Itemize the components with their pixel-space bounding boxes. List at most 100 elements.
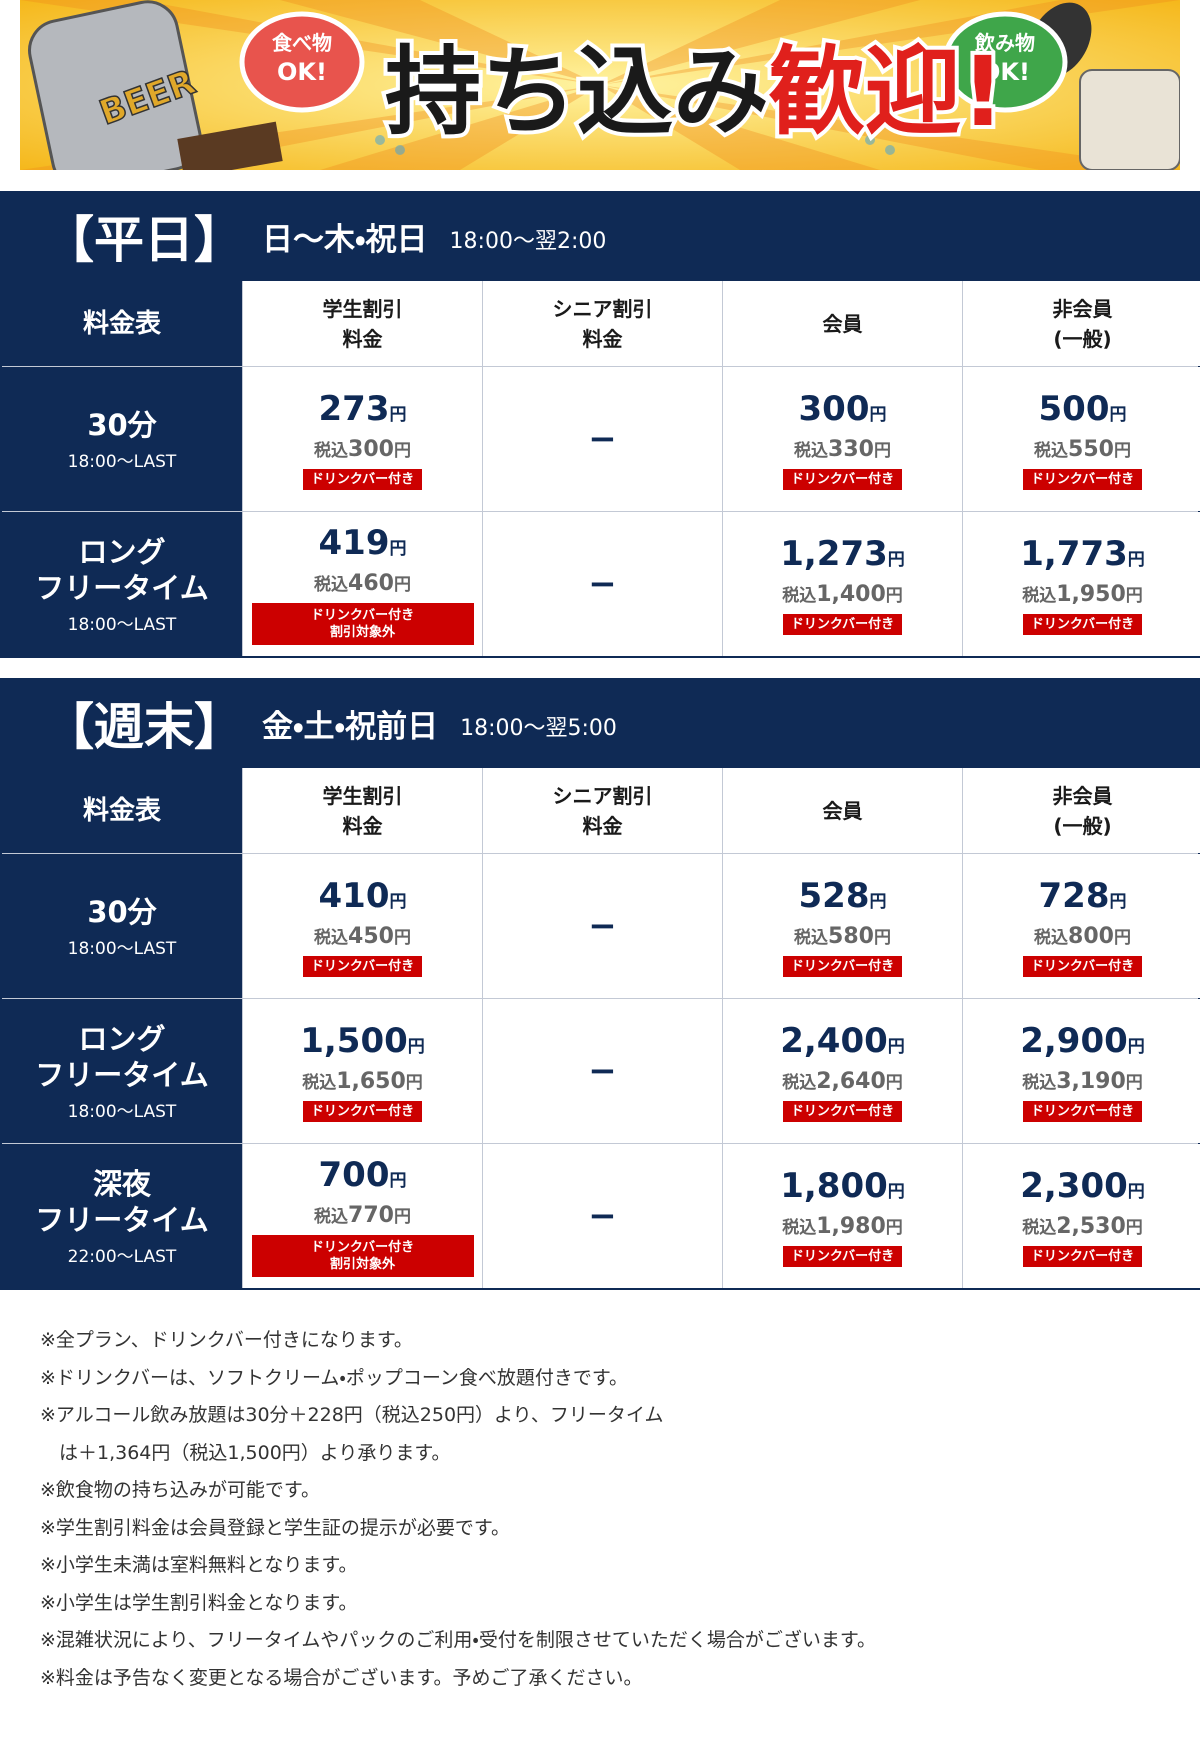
tax-price: 税込2,530円 — [1022, 1213, 1143, 1239]
dash: − — [588, 906, 617, 946]
section-label: 【週末】 — [44, 698, 244, 756]
tax-price: 税込1,400円 — [782, 581, 903, 607]
price-table: 料金表 学生割引 料金 シニア割引 料金 会員 非会員 (一般) 30分 18:00〜LAS… — [0, 768, 1200, 1290]
price: 2,400円 — [780, 1020, 905, 1061]
column-header: シニア割引 料金 — [483, 768, 722, 853]
drink-bar-badge: ドリンクバー付き 割引対象外 — [251, 1235, 474, 1277]
dash: − — [588, 419, 617, 459]
price: 500円 — [1038, 388, 1127, 429]
tax-price: 税込460円 — [314, 571, 411, 596]
price-cell: 300円税込330円ドリンクバー付き — [723, 367, 962, 511]
column-header: 料金表 — [2, 768, 242, 853]
note-line: ※ドリンクバーは、ソフトクリーム・ポップコーン食べ放題付きです。 — [40, 1366, 629, 1389]
drink-bar-badge: ドリンクバー付き — [302, 955, 423, 977]
tax-price: 税込3,190円 — [1022, 1068, 1143, 1094]
notes: ※全プラン、ドリンクバー付きになります。 ※ドリンクバーは、ソフトクリーム・ポップ… — [40, 1322, 876, 1697]
banner: BEER 食べ物 OK! 飲み物 OK! 持ち込み歓迎! — [20, 0, 1180, 170]
banner-title: 持ち込み歓迎! — [385, 36, 1005, 148]
drink-bar-badge: ドリンクバー付き — [1022, 1100, 1143, 1122]
row-name: 30分 — [87, 407, 157, 442]
drink-bar-badge: ドリンクバー付き — [302, 468, 423, 490]
price: 528円 — [798, 875, 887, 916]
section-header: 【平日】 日〜木・祝日 18:00〜翌2:00 — [0, 191, 1200, 281]
row-header: ロング フリータイム 18:00〜LAST — [2, 512, 242, 656]
price-cell: 700円税込770円ドリンクバー付き 割引対象外 — [243, 1144, 482, 1288]
drink-bar-badge: ドリンクバー付き — [1022, 955, 1143, 977]
price-section: 【平日】 日〜木・祝日 18:00〜翌2:00 料金表 学生割引 料金 シニア割引 料金会… — [0, 191, 1200, 658]
badge-text: OK! — [980, 58, 1030, 86]
price: 1,773円 — [1020, 533, 1145, 574]
section-hours: 18:00〜翌5:00 — [460, 716, 617, 741]
price-cell: − — [483, 512, 722, 656]
column-header: 非会員 (一般) — [963, 281, 1200, 366]
column-header: 非会員 (一般) — [963, 768, 1200, 853]
section-hours: 18:00〜翌2:00 — [449, 229, 607, 254]
row-time: 22:00〜LAST — [67, 1246, 177, 1267]
drink-bar-badge: ドリンクバー付き — [782, 613, 903, 635]
row-name: 深夜 フリータイム — [35, 1166, 209, 1237]
note-line: ※小学生は学生割引料金となります。 — [40, 1591, 358, 1614]
price-cell: 2,900円税込3,190円ドリンクバー付き — [963, 999, 1200, 1143]
note-line: ※全プラン、ドリンクバー付きになります。 — [40, 1329, 413, 1351]
drink-bar-badge: ドリンクバー付き — [782, 1245, 903, 1267]
row-name: ロング フリータイム — [35, 1021, 209, 1092]
dash: − — [588, 1051, 617, 1091]
banner-title-black: 持ち込み — [385, 36, 769, 148]
price: 300円 — [798, 388, 887, 429]
badge-text: OK! — [277, 58, 327, 86]
price-cell: 2,400円税込2,640円ドリンクバー付き — [723, 999, 962, 1143]
row-time: 18:00〜LAST — [67, 1101, 177, 1122]
drink-bar-badge: ドリンクバー付き — [782, 468, 903, 490]
note-line: ※学生割引料金は会員登録と学生証の提示が必要です。 — [40, 1516, 511, 1539]
drink-bar-badge: ドリンクバー付き 割引対象外 — [251, 603, 474, 645]
price-cell: 273円税込300円ドリンクバー付き — [243, 367, 482, 511]
price: 1,500円 — [300, 1020, 425, 1061]
tax-price: 税込800円 — [1034, 923, 1131, 949]
tax-price: 税込2,640円 — [782, 1068, 903, 1094]
price-cell: − — [483, 854, 722, 998]
column-header: 学生割引 料金 — [243, 281, 482, 366]
tax-price: 税込1,980円 — [782, 1213, 903, 1239]
drink-bar-badge: ドリンクバー付き — [782, 1100, 903, 1122]
row-time: 18:00〜LAST — [67, 614, 177, 635]
price-cell: 1,273円税込1,400円ドリンクバー付き — [723, 512, 962, 656]
tax-price: 税込300円 — [314, 436, 411, 462]
price: 2,900円 — [1020, 1020, 1145, 1061]
section-days: 金・土・祝前日 — [262, 708, 439, 745]
dash: − — [588, 564, 617, 604]
note-line: ※アルコール飲み放題は30分＋228円（税込250円）より、フリータイム は＋1… — [40, 1404, 664, 1464]
tax-price: 税込330円 — [794, 436, 891, 462]
row-name: 30分 — [87, 894, 157, 929]
drink-bar-badge: ドリンクバー付き — [1022, 1245, 1143, 1267]
price-cell: − — [483, 999, 722, 1143]
price-cell: 1,500円税込1,650円ドリンクバー付き — [243, 999, 482, 1143]
row-header: 30分 18:00〜LAST — [2, 367, 242, 511]
price: 1,273円 — [780, 533, 905, 574]
price-section: 【週末】 金・土・祝前日 18:00〜翌5:00 料金表 学生割引 料金 シニア割引 料金… — [0, 678, 1200, 1290]
price-table: 料金表 学生割引 料金 シニア割引 料金 会員 非会員 (一般) 30分 18:00〜LAS… — [0, 281, 1200, 658]
note-line: ※小学生未満は室料無料となります。 — [40, 1554, 358, 1576]
price: 700円 — [318, 1155, 407, 1195]
section-header: 【週末】 金・土・祝前日 18:00〜翌5:00 — [0, 678, 1200, 768]
tax-price: 税込770円 — [314, 1203, 411, 1228]
column-header: シニア割引 料金 — [483, 281, 722, 366]
price-cell: 1,800円税込1,980円ドリンクバー付き — [723, 1144, 962, 1288]
column-header: 学生割引 料金 — [243, 768, 482, 853]
tax-price: 税込1,950円 — [1022, 581, 1143, 607]
price-cell: 419円 税込460円 ドリンクバー付き 割引対象外 — [243, 512, 482, 656]
price-cell: 728円税込800円ドリンクバー付き — [963, 854, 1200, 998]
section-label: 【平日】 — [44, 211, 244, 269]
tax-price: 税込580円 — [794, 923, 891, 949]
note-line: ※混雑状況により、フリータイムやパックのご利用・受付を制限させていただく場合がご… — [40, 1629, 876, 1651]
price-cell: 2,300円 税込2,530円 ドリンクバー付き — [963, 1144, 1200, 1288]
price: 1,800円 — [780, 1165, 905, 1206]
drink-bar-badge: ドリンクバー付き — [302, 1100, 423, 1122]
price: 273円 — [318, 388, 407, 429]
price: 728円 — [1038, 875, 1127, 916]
row-header: 深夜 フリータイム 22:00〜LAST — [2, 1144, 242, 1288]
row-header: ロング フリータイム 18:00〜LAST — [2, 999, 242, 1143]
tax-price: 税込1,650円 — [302, 1068, 423, 1094]
tax-price: 税込450円 — [314, 923, 411, 949]
badge-text: 食べ物 — [272, 31, 332, 55]
